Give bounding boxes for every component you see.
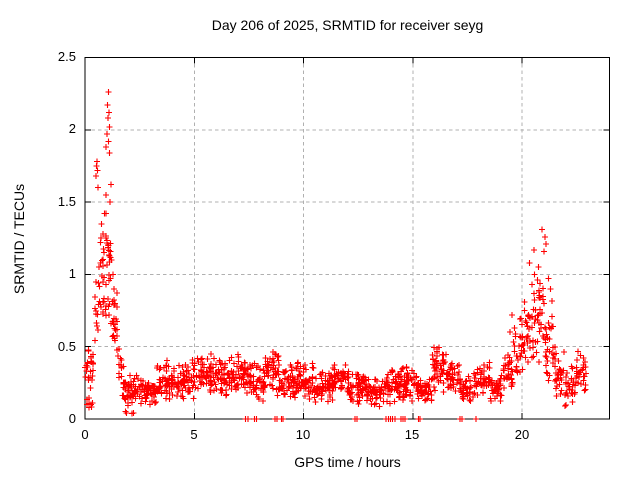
y-tick-label-2.5: 2.5 bbox=[57, 49, 76, 64]
y-tick-label-2: 2 bbox=[68, 121, 76, 136]
x-tick-label-5: 5 bbox=[190, 427, 198, 442]
x-tick-label-10: 10 bbox=[295, 427, 311, 442]
y-tick-label-1: 1 bbox=[68, 266, 76, 281]
x-tick-label-20: 20 bbox=[514, 427, 530, 442]
y-axis-label: SRMTID / TECUs bbox=[11, 183, 27, 295]
y-tick-label-0: 0 bbox=[68, 411, 76, 426]
x-tick-label-15: 15 bbox=[404, 427, 420, 442]
x-axis-label: GPS time / hours bbox=[294, 454, 401, 470]
chart-title: Day 206 of 2025, SRMTID for receiver sey… bbox=[211, 17, 484, 33]
y-tick-label-0.5: 0.5 bbox=[57, 339, 76, 354]
x-tick-label-0: 0 bbox=[81, 427, 89, 442]
y-tick-label-1.5: 1.5 bbox=[57, 194, 76, 209]
